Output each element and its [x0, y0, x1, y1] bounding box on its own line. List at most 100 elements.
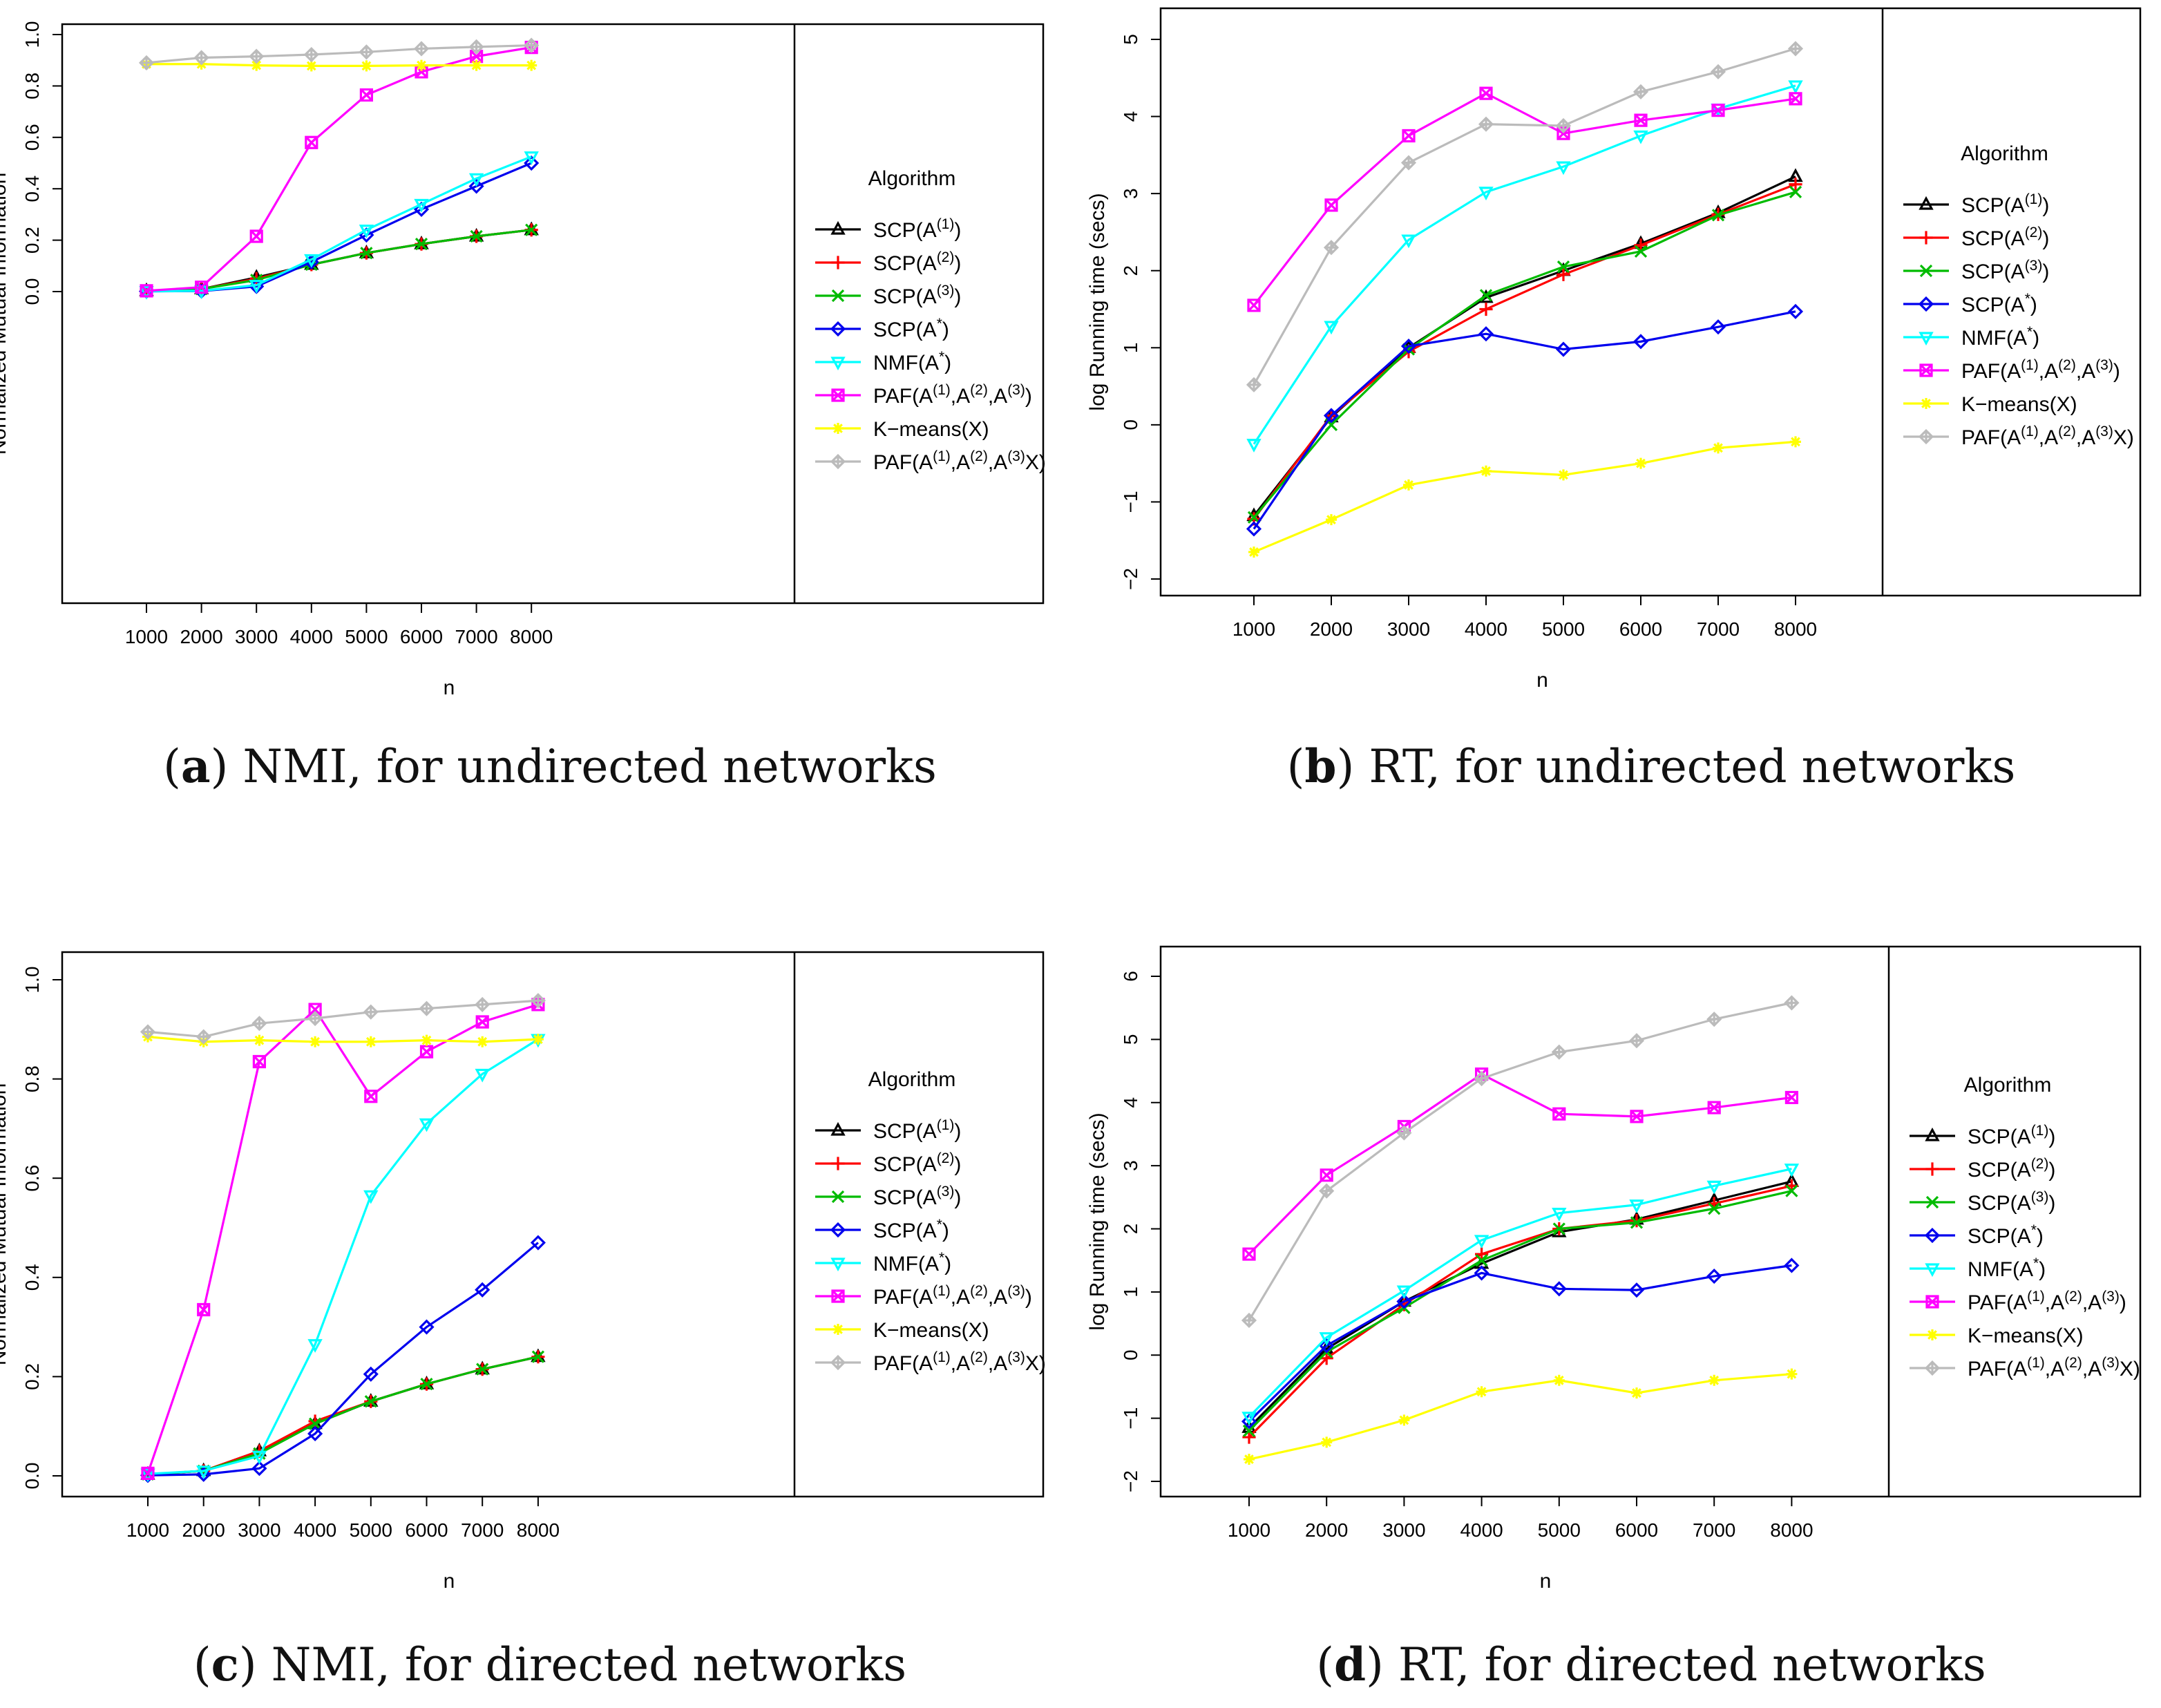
legend-entry: PAF(A(1),A(2),A(3)X)	[1903, 424, 2134, 449]
legend-label: NMF(A*)	[873, 349, 951, 374]
triangle-up-icon	[1925, 1127, 1940, 1141]
y-axis-label: log Running time (secs)	[1086, 1112, 1109, 1330]
series-line	[1248, 1168, 1792, 1418]
data-point-triangle-down-icon	[1478, 187, 1494, 201]
legend-entry: SCP(A(1))	[815, 1117, 961, 1143]
legend-entry: SCP(A(3))	[1903, 258, 2049, 283]
asterisk-icon	[832, 1324, 844, 1335]
data-point-boxed-diamond-icon	[524, 37, 540, 53]
legend-entry: SCP(A*)	[815, 316, 949, 341]
data-point-boxed-x-icon	[308, 1003, 322, 1016]
plot-frame	[1159, 7, 2142, 597]
legend-entry: K−means(X)	[1903, 393, 2077, 416]
data-point-diamond-icon	[1787, 303, 1804, 319]
series-line	[147, 1242, 539, 1477]
x-axis-label: n	[444, 1570, 455, 1593]
legend: Algorithm SCP(A(1)) SCP(A(2)) SCP(A(3)) SCP(…	[1903, 142, 2134, 449]
data-point-boxed-diamond-icon	[303, 46, 319, 63]
series-line	[1253, 92, 1796, 306]
caption-d: (d) RT, for directed networks	[1316, 1638, 1986, 1691]
series-line	[146, 46, 532, 292]
data-point-boxed-x-icon	[1247, 298, 1261, 312]
legend-entry: PAF(A(1),A(2),A(3))	[815, 1283, 1032, 1309]
data-point-triangle-down-icon	[419, 1118, 435, 1132]
data-point-x-cross-icon	[1785, 1184, 1798, 1197]
data-point-asterisk-icon	[1553, 1374, 1565, 1386]
data-point-boxed-x-icon	[1707, 1101, 1721, 1114]
x-tick-label: 8000	[1770, 1519, 1813, 1541]
data-point-asterisk-icon	[421, 1034, 432, 1046]
legend-entry: NMF(A*)	[815, 1250, 951, 1275]
data-point-boxed-diamond-icon	[1396, 1125, 1412, 1141]
plot-frame	[61, 23, 1045, 605]
data-point-triangle-down-icon	[1319, 1332, 1334, 1346]
x-axis-label: n	[1540, 1570, 1552, 1593]
x-tick-label: 1000	[125, 626, 168, 647]
data-point-asterisk-icon	[1321, 1436, 1333, 1448]
data-point-asterisk-icon	[470, 59, 482, 71]
boxed-diamond-icon	[830, 1354, 846, 1371]
data-point-boxed-diamond-icon	[1478, 116, 1494, 132]
data-point-boxed-x-icon	[419, 1045, 434, 1059]
data-point-boxed-diamond-icon	[249, 48, 265, 64]
data-point-boxed-x-icon	[1324, 198, 1338, 212]
data-point-triangle-down-icon	[475, 1068, 490, 1083]
y-tick-label: −2	[1120, 568, 1141, 590]
legend-entry: SCP(A(2))	[815, 1150, 961, 1176]
data-point-plus-icon	[1557, 267, 1570, 281]
data-point-boxed-diamond-icon	[193, 50, 209, 66]
data-point-diamond-icon	[251, 1461, 267, 1477]
legend-title: Algorithm	[1964, 1074, 2052, 1097]
data-point-x-cross-icon	[1789, 185, 1802, 199]
y-tick-label: 1	[1120, 342, 1141, 353]
data-point-asterisk-icon	[1790, 436, 1801, 448]
data-point-triangle-down-icon	[1396, 1285, 1412, 1300]
x-tick-label: 4000	[1465, 618, 1507, 640]
series-line	[146, 63, 532, 67]
legend-label: SCP(A(2))	[1961, 225, 2049, 250]
data-point-x-cross-icon	[1552, 1222, 1565, 1235]
data-point-boxed-x-icon	[195, 281, 209, 294]
data-point-boxed-diamond-icon	[1632, 84, 1649, 99]
data-point-asterisk-icon	[416, 59, 427, 71]
y-tick-label: 0.0	[21, 278, 43, 305]
boxed-x-icon	[831, 1289, 845, 1303]
x-tick-label: 6000	[400, 626, 443, 647]
asterisk-icon	[1921, 398, 1932, 409]
data-point-asterisk-icon	[1558, 469, 1569, 481]
x-tick-label: 2000	[182, 1519, 225, 1541]
y-tick-label: 4	[1120, 1097, 1141, 1108]
triangle-up-icon	[1919, 196, 1934, 210]
data-point-diamond-icon	[1478, 326, 1494, 342]
legend-entry: NMF(A*)	[815, 349, 951, 374]
data-point-triangle-down-icon	[1706, 1180, 1722, 1195]
x-tick-label: 8000	[517, 1519, 560, 1541]
data-point-diamond-icon	[1319, 1338, 1335, 1354]
y-tick-label: 5	[1120, 1034, 1141, 1045]
data-point-triangle-down-icon	[307, 1339, 323, 1353]
legend: Algorithm SCP(A(1)) SCP(A(2)) SCP(A(3)) SCP(…	[815, 167, 1046, 474]
data-point-boxed-diamond-icon	[251, 1016, 267, 1032]
data-point-boxed-x-icon	[475, 1015, 489, 1029]
legend-label: SCP(A*)	[1968, 1222, 2044, 1248]
diamond-icon	[830, 1222, 846, 1238]
series-4	[1241, 1164, 1800, 1425]
data-point-x-cross-icon	[364, 1395, 377, 1408]
y-tick-label: 5	[1120, 34, 1141, 45]
x-cross-icon	[831, 289, 845, 303]
series-line	[1253, 440, 1796, 553]
boxed-diamond-icon	[830, 453, 846, 470]
data-point-boxed-x-icon	[1630, 1110, 1644, 1123]
series-6	[1248, 436, 1801, 558]
data-point-triangle-down-icon	[196, 1465, 211, 1479]
y-tick-label: 0.2	[21, 1363, 43, 1390]
data-point-boxed-diamond-icon	[307, 1010, 323, 1027]
triangle-down-icon	[1919, 332, 1934, 346]
legend-entry: PAF(A(1),A(2),A(3)X)	[815, 448, 1046, 474]
data-point-x-cross-icon	[1634, 245, 1648, 258]
data-point-triangle-down-icon	[251, 1450, 267, 1465]
series-line	[146, 155, 532, 293]
chart-panel-a: 0.0 0.2 0.4 0.6 0.8 1.0 1000 2000 3000 4000 5000 60…	[0, 21, 1046, 699]
plot-frame	[1159, 945, 2142, 1498]
series-line	[1253, 84, 1796, 445]
